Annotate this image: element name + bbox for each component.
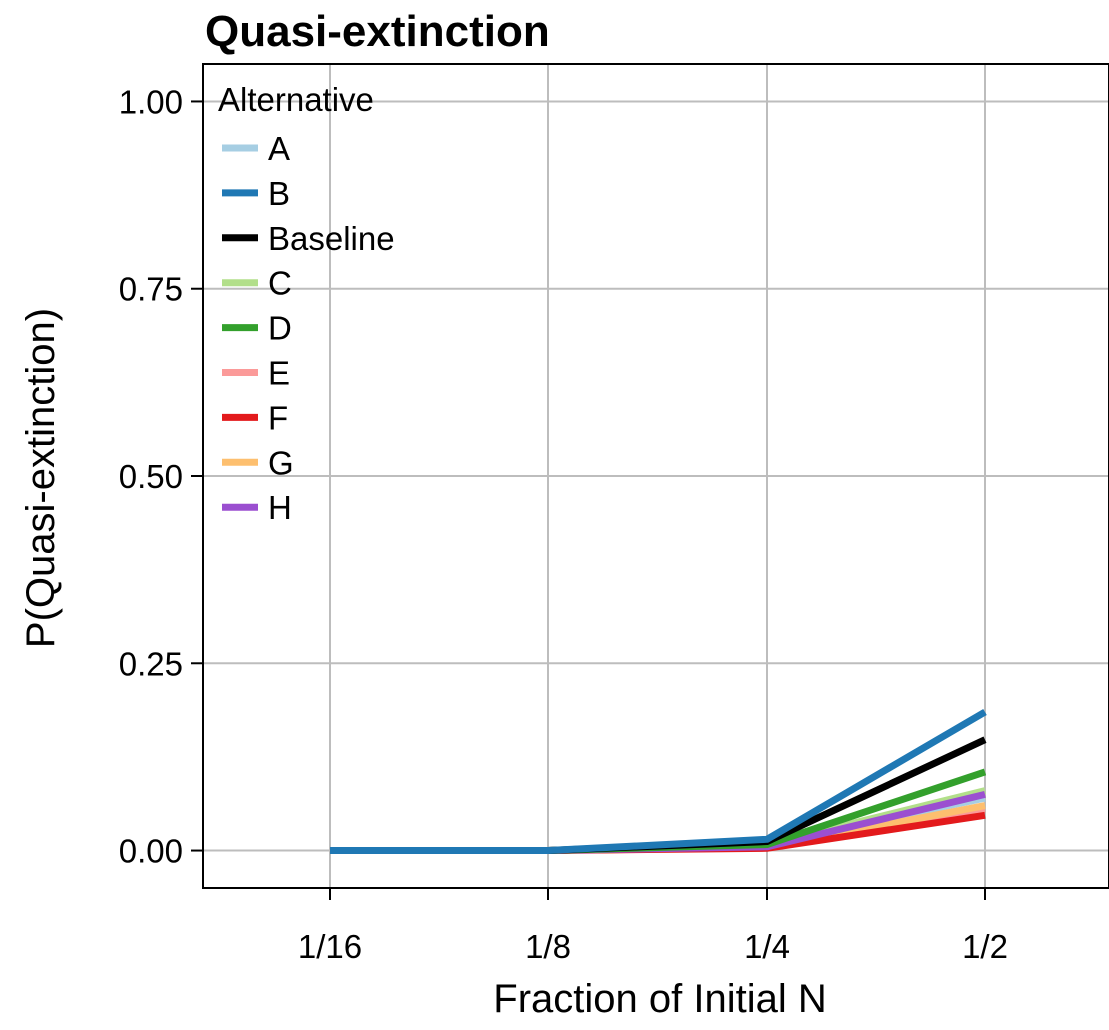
legend-label-b: B — [268, 175, 290, 212]
chart-title: Quasi-extinction — [205, 7, 550, 56]
legend-label-c: C — [268, 265, 292, 302]
y-tick-label: 0.50 — [119, 458, 183, 495]
y-tick-label: 0.25 — [119, 645, 183, 682]
y-tick-label: 0.75 — [119, 271, 183, 308]
x-tick-label: 1/16 — [298, 928, 362, 965]
grid-layer — [203, 64, 1109, 888]
series-line-b — [330, 708, 987, 855]
legend-label-g: G — [268, 444, 294, 481]
x-tick-label: 1/4 — [744, 928, 790, 965]
ticks-layer: 0.00 0.25 0.50 0.75 1.00 1/16 1/8 1/4 1/2 — [119, 83, 1008, 965]
series-line-baseline — [330, 736, 987, 855]
x-axis-label: Fraction of Initial N — [493, 977, 826, 1021]
legend-label-h: H — [268, 489, 292, 526]
y-axis-label: P(Quasi-extinction) — [19, 308, 63, 648]
x-tick-label: 1/8 — [525, 928, 571, 965]
legend-label-d: D — [268, 310, 292, 347]
y-tick-label: 1.00 — [119, 83, 183, 120]
legend-label-baseline: Baseline — [268, 220, 395, 257]
x-tick-label: 1/2 — [962, 928, 1008, 965]
y-tick-label: 0.00 — [119, 833, 183, 870]
legend-title: Alternative — [218, 81, 374, 118]
legend-label-e: E — [268, 355, 290, 392]
legend-label-f: F — [268, 399, 288, 436]
legend-label-a: A — [268, 130, 290, 167]
series-layer — [330, 708, 987, 855]
